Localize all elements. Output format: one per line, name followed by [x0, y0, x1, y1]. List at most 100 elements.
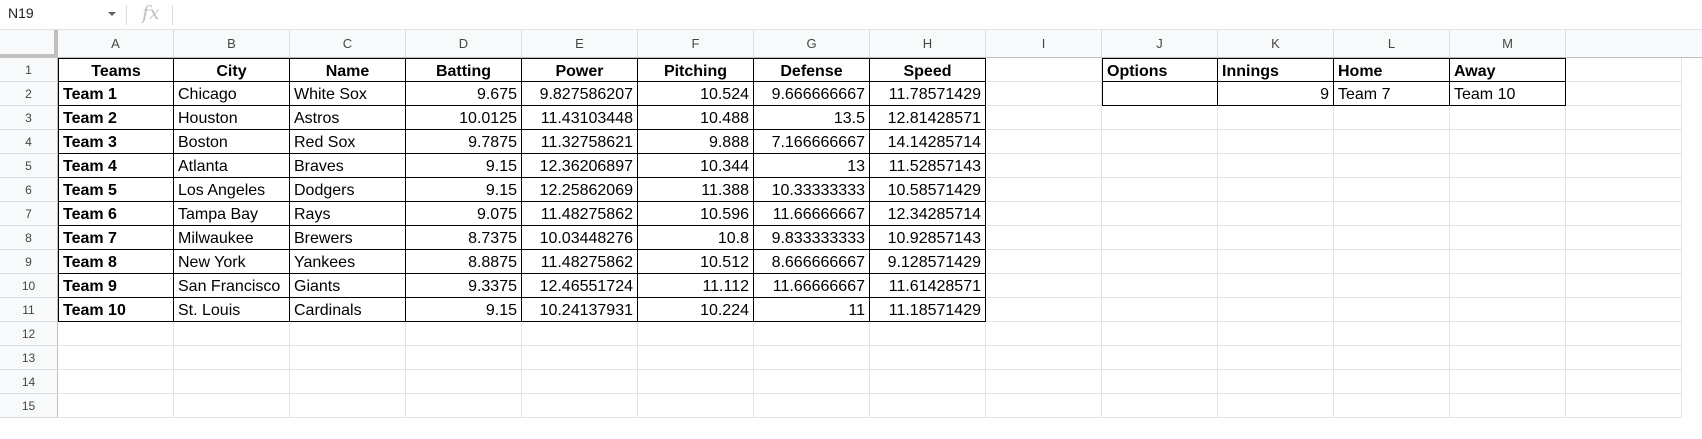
grid-cell[interactable]	[1566, 202, 1682, 226]
grid-cell[interactable]	[1218, 226, 1334, 250]
grid-cell[interactable]	[638, 370, 754, 394]
grid-cell[interactable]	[1450, 274, 1566, 298]
header-cell-name[interactable]: Name	[290, 58, 406, 82]
data-cell[interactable]: Team 8	[58, 250, 174, 274]
grid-cell[interactable]	[638, 346, 754, 370]
grid-cell[interactable]	[1566, 346, 1682, 370]
grid-cell[interactable]	[1566, 154, 1682, 178]
row-header-10[interactable]: 10	[0, 274, 58, 298]
grid-cell[interactable]	[1334, 130, 1450, 154]
data-cell[interactable]: 9.675	[406, 82, 522, 106]
data-cell[interactable]: 11.48275862	[522, 250, 638, 274]
data-cell[interactable]: 13.5	[754, 106, 870, 130]
column-header-l[interactable]: L	[1334, 30, 1450, 58]
grid-cell[interactable]	[406, 394, 522, 418]
grid-cell[interactable]	[1102, 130, 1218, 154]
column-header-h[interactable]: H	[870, 30, 986, 58]
data-cell[interactable]: Milwaukee	[174, 226, 290, 250]
data-cell[interactable]: 13	[754, 154, 870, 178]
grid-cell[interactable]	[870, 322, 986, 346]
spreadsheet-grid[interactable]: A B C D E F G H I J K L M 1 2 3 4 5 6 7 8 9 10 11 12 13 14 15 Teams C…	[0, 30, 1702, 439]
data-cell[interactable]: 9.833333333	[754, 226, 870, 250]
data-cell[interactable]: Brewers	[290, 226, 406, 250]
grid-cell[interactable]	[1566, 322, 1682, 346]
grid-cell[interactable]	[1566, 226, 1682, 250]
header-cell-options[interactable]: Options	[1102, 58, 1218, 82]
data-cell[interactable]: 11.112	[638, 274, 754, 298]
grid-cell[interactable]	[174, 394, 290, 418]
grid-cell[interactable]	[1218, 130, 1334, 154]
grid-cell[interactable]	[58, 394, 174, 418]
data-cell[interactable]: San Francisco	[174, 274, 290, 298]
grid-cell[interactable]	[290, 346, 406, 370]
grid-cell[interactable]	[174, 346, 290, 370]
grid-cell[interactable]	[754, 370, 870, 394]
grid-cell[interactable]	[406, 322, 522, 346]
row-header-4[interactable]: 4	[0, 130, 58, 154]
column-header-e[interactable]: E	[522, 30, 638, 58]
grid-cell[interactable]	[1566, 274, 1682, 298]
data-cell[interactable]: 10.596	[638, 202, 754, 226]
grid-cell[interactable]	[174, 322, 290, 346]
grid-cell[interactable]	[1566, 298, 1682, 322]
data-cell[interactable]: New York	[174, 250, 290, 274]
header-cell-defense[interactable]: Defense	[754, 58, 870, 82]
grid-cell[interactable]	[986, 58, 1102, 82]
grid-cell[interactable]	[754, 394, 870, 418]
grid-cell[interactable]	[986, 82, 1102, 106]
row-header-12[interactable]: 12	[0, 322, 58, 346]
grid-cell[interactable]	[986, 130, 1102, 154]
grid-cell[interactable]	[1566, 130, 1682, 154]
grid-cell[interactable]	[986, 226, 1102, 250]
options-cell-away[interactable]: Team 10	[1450, 82, 1566, 106]
grid-cell[interactable]	[1566, 250, 1682, 274]
grid-cell[interactable]	[1218, 154, 1334, 178]
row-header-5[interactable]: 5	[0, 154, 58, 178]
data-cell[interactable]: Team 7	[58, 226, 174, 250]
grid-cell[interactable]	[1334, 370, 1450, 394]
grid-cell[interactable]	[1334, 322, 1450, 346]
data-cell[interactable]: 11.52857143	[870, 154, 986, 178]
data-cell[interactable]: 9.128571429	[870, 250, 986, 274]
grid-cell[interactable]	[1218, 370, 1334, 394]
grid-cell[interactable]	[1450, 178, 1566, 202]
row-header-11[interactable]: 11	[0, 298, 58, 322]
data-cell[interactable]: Team 4	[58, 154, 174, 178]
data-cell[interactable]: Boston	[174, 130, 290, 154]
data-cell[interactable]: Cardinals	[290, 298, 406, 322]
data-cell[interactable]: 14.14285714	[870, 130, 986, 154]
data-cell[interactable]: Red Sox	[290, 130, 406, 154]
header-cell-home[interactable]: Home	[1334, 58, 1450, 82]
data-cell[interactable]: 9.666666667	[754, 82, 870, 106]
row-header-8[interactable]: 8	[0, 226, 58, 250]
options-cell-home[interactable]: Team 7	[1334, 82, 1450, 106]
header-cell-teams[interactable]: Teams	[58, 58, 174, 82]
grid-cell[interactable]	[754, 346, 870, 370]
grid-cell[interactable]	[1218, 202, 1334, 226]
grid-cell[interactable]	[1334, 226, 1450, 250]
grid-cell[interactable]	[1102, 154, 1218, 178]
grid-cell[interactable]	[1334, 250, 1450, 274]
grid-cell[interactable]	[870, 346, 986, 370]
header-cell-batting[interactable]: Batting	[406, 58, 522, 82]
grid-cell[interactable]	[986, 202, 1102, 226]
grid-cell[interactable]	[1334, 178, 1450, 202]
data-cell[interactable]: 10.24137931	[522, 298, 638, 322]
grid-cell[interactable]	[1334, 106, 1450, 130]
column-header-k[interactable]: K	[1218, 30, 1334, 58]
grid-cell[interactable]	[1450, 130, 1566, 154]
data-cell[interactable]: 10.92857143	[870, 226, 986, 250]
grid-cell[interactable]	[638, 394, 754, 418]
header-cell-innings[interactable]: Innings	[1218, 58, 1334, 82]
header-cell-pitching[interactable]: Pitching	[638, 58, 754, 82]
data-cell[interactable]: Yankees	[290, 250, 406, 274]
grid-cell[interactable]	[1450, 154, 1566, 178]
data-cell[interactable]: 10.524	[638, 82, 754, 106]
grid-cell[interactable]	[1566, 370, 1682, 394]
grid-cell[interactable]	[290, 394, 406, 418]
grid-cell[interactable]	[522, 322, 638, 346]
grid-cell[interactable]	[1102, 274, 1218, 298]
data-cell[interactable]: White Sox	[290, 82, 406, 106]
column-header-g[interactable]: G	[754, 30, 870, 58]
header-cell-away[interactable]: Away	[1450, 58, 1566, 82]
